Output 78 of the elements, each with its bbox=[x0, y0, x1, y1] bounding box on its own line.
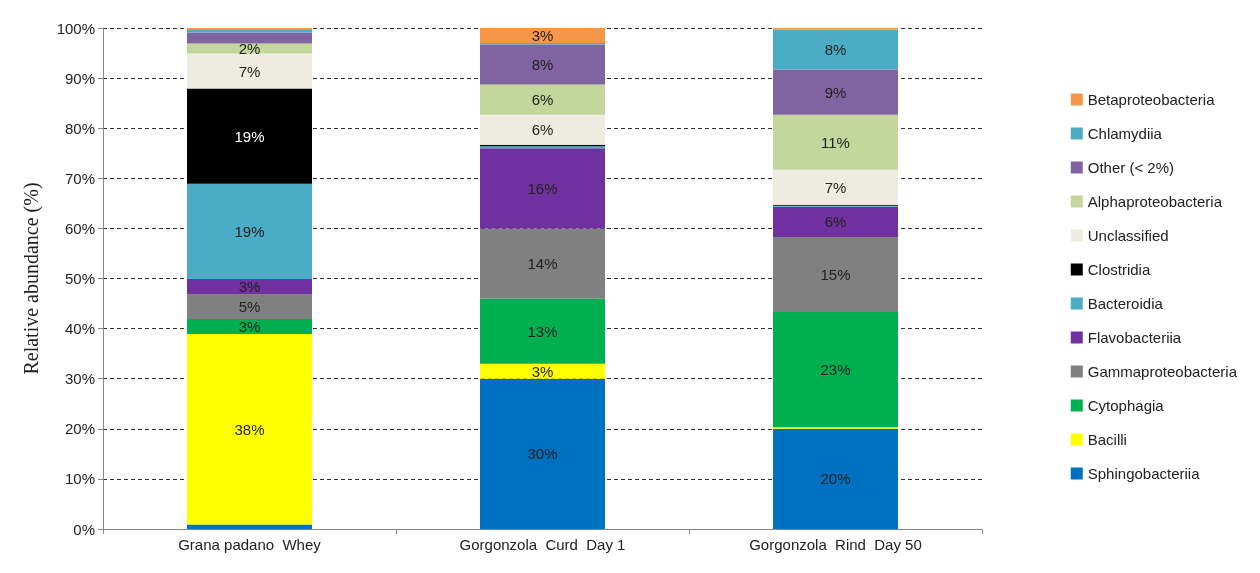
bar bbox=[773, 169, 898, 205]
bar bbox=[773, 29, 898, 70]
data-label: 16% bbox=[527, 179, 558, 197]
y-tick-label: 10% bbox=[64, 470, 95, 488]
y-tick-label: 20% bbox=[64, 420, 95, 438]
legend-label: Bacilli bbox=[1087, 431, 1127, 448]
y-tick-label: 90% bbox=[64, 69, 95, 87]
bar bbox=[187, 319, 312, 335]
data-label: 3% bbox=[531, 362, 554, 380]
bar bbox=[773, 69, 898, 115]
data-label: 13% bbox=[527, 322, 558, 340]
bar bbox=[187, 53, 312, 89]
x-tick-label: Gorgonzola Curd Day 1 bbox=[459, 536, 626, 553]
legend-label: Chlamydiia bbox=[1087, 125, 1163, 142]
data-label: 11% bbox=[821, 133, 850, 151]
bar bbox=[773, 428, 898, 529]
legend-label: Gammaproteobacteria bbox=[1087, 363, 1238, 380]
bar bbox=[480, 28, 605, 44]
data-label: 3% bbox=[531, 27, 554, 45]
bar bbox=[187, 279, 312, 295]
y-tick-label: 30% bbox=[64, 370, 95, 388]
bar bbox=[773, 114, 898, 170]
bar bbox=[480, 378, 605, 529]
data-label: 30% bbox=[527, 445, 558, 463]
bar bbox=[187, 183, 312, 279]
bar bbox=[773, 236, 898, 313]
data-label: 3% bbox=[238, 278, 261, 296]
bar bbox=[187, 294, 312, 320]
legend-label: Unclassified bbox=[1087, 227, 1169, 244]
bar bbox=[480, 363, 605, 379]
data-label: 6% bbox=[531, 91, 554, 109]
data-label: 3% bbox=[238, 318, 261, 336]
data-label: 20% bbox=[820, 470, 851, 488]
bar bbox=[187, 32, 312, 44]
data-label: 9% bbox=[824, 83, 847, 101]
data-label: 8% bbox=[824, 41, 847, 59]
bar bbox=[480, 298, 605, 364]
data-label: 6% bbox=[531, 121, 554, 139]
data-label: 8% bbox=[531, 56, 554, 74]
legend-label: Bacteroidia bbox=[1087, 295, 1164, 312]
legend-label: Sphingobacteriia bbox=[1087, 465, 1201, 482]
y-tick-label: 80% bbox=[64, 119, 95, 137]
data-label: 6% bbox=[824, 213, 847, 231]
x-tick-label: Grana padano Whey bbox=[178, 536, 322, 553]
bar bbox=[480, 114, 605, 145]
y-tick-label: 50% bbox=[64, 270, 95, 287]
data-label: 19% bbox=[234, 127, 265, 145]
y-tick-label: 60% bbox=[64, 219, 95, 237]
legend-label: Other (< 2%) bbox=[1087, 159, 1175, 176]
legend-label: Clostridia bbox=[1087, 261, 1151, 278]
legend-label: Flavobacteriia bbox=[1087, 329, 1182, 346]
data-label: 7% bbox=[238, 62, 261, 80]
bar bbox=[187, 524, 312, 529]
y-tick-label: 40% bbox=[64, 320, 95, 338]
bar bbox=[480, 228, 605, 299]
data-label: 14% bbox=[527, 254, 558, 272]
data-label: 19% bbox=[234, 222, 265, 240]
data-label: 23% bbox=[820, 361, 851, 379]
y-tick-label: 70% bbox=[64, 169, 95, 187]
data-label: 38% bbox=[234, 420, 265, 438]
y-axis-title: Relative abundance (%) bbox=[20, 182, 43, 375]
data-label: 5% bbox=[238, 298, 261, 316]
data-label: 7% bbox=[824, 178, 847, 196]
bar bbox=[187, 334, 312, 525]
data-label: 15% bbox=[820, 265, 851, 283]
bar bbox=[773, 312, 898, 428]
legend-label: Alphaproteobacteria bbox=[1087, 193, 1223, 210]
x-tick-label: Gorgonzola Rind Day 50 bbox=[749, 536, 922, 553]
y-tick-label: 0% bbox=[73, 520, 95, 538]
bar bbox=[187, 88, 312, 184]
legend-label: Cytophagia bbox=[1087, 397, 1165, 414]
bar bbox=[480, 84, 605, 115]
y-tick-label: 100% bbox=[56, 19, 95, 37]
bar bbox=[480, 44, 605, 85]
bar bbox=[773, 206, 898, 237]
data-label: 2% bbox=[238, 40, 261, 58]
bar bbox=[480, 148, 605, 229]
legend-label: Betaproteobacteria bbox=[1087, 91, 1216, 108]
